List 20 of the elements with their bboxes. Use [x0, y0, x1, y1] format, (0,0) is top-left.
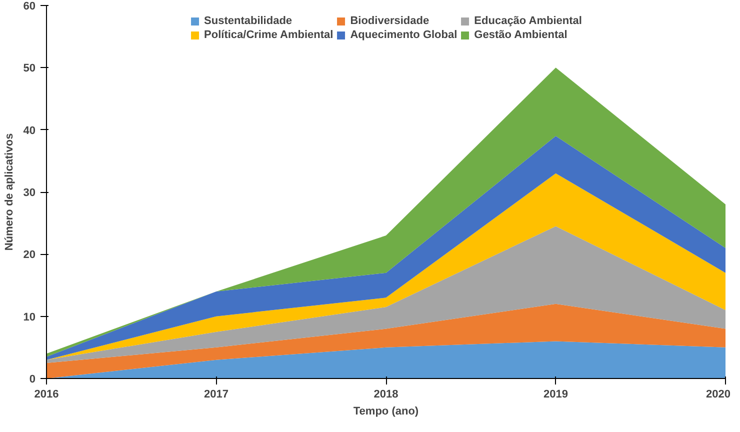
y-tick-label: 0 — [29, 374, 36, 386]
legend-label: Educação Ambiental — [474, 15, 582, 27]
legend-label: Sustentabilidade — [204, 15, 292, 27]
x-axis-title: Tempo (ano) — [353, 406, 419, 418]
legend-label: Gestão Ambiental — [474, 29, 568, 41]
legend-label: Aquecimento Global — [350, 29, 458, 41]
y-tick-label: 30 — [23, 187, 36, 199]
y-tick-label: 50 — [23, 62, 36, 75]
y-tick-label: 40 — [23, 124, 36, 137]
x-tick-label: 2019 — [544, 388, 568, 400]
legend-label: Política/Crime Ambiental — [204, 29, 334, 41]
x-tick-label: 2016 — [34, 388, 59, 400]
y-tick-label: 10 — [23, 311, 36, 324]
x-tick-label: 2020 — [706, 388, 731, 400]
y-tick-label: 60 — [23, 0, 36, 12]
legend-label: Biodiversidade — [350, 15, 430, 27]
y-axis-title: Número de aplicativos — [3, 133, 16, 251]
x-tick-label: 2017 — [204, 388, 228, 400]
y-tick-label: 20 — [23, 249, 36, 262]
x-tick-label: 2018 — [374, 388, 398, 400]
